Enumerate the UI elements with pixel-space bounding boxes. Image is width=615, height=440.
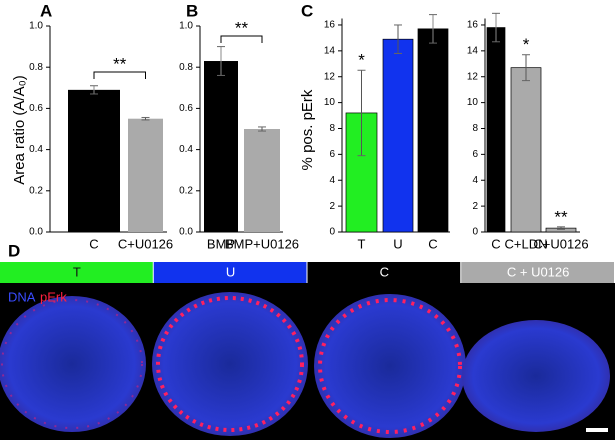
- perk-stain: [156, 296, 304, 432]
- error-bar: [557, 226, 565, 230]
- y-tick-label: 4: [472, 175, 478, 186]
- x-tick-label: C+U0126: [533, 236, 588, 251]
- significance: *: [358, 51, 365, 70]
- error-bar: [258, 126, 266, 132]
- y-tick-label: 2: [329, 201, 335, 212]
- panel-letter: A: [40, 1, 52, 20]
- significance: *: [523, 35, 530, 54]
- significance-bracket: [220, 35, 263, 43]
- y-tick-label: 6: [472, 149, 478, 160]
- bar: [510, 67, 542, 233]
- y-tick-label: 8: [329, 123, 335, 134]
- cell-image: [314, 294, 466, 438]
- y-tick-label: 0: [472, 227, 478, 238]
- y-tick-label: 14: [324, 45, 336, 56]
- error-bar: [394, 24, 402, 54]
- y-tick-label: 10: [467, 97, 479, 108]
- y-tick-label: 0.8: [179, 62, 193, 73]
- stain-label: DNA: [8, 289, 36, 304]
- y-tick-label: 16: [324, 20, 336, 31]
- x-tick-label: U: [393, 236, 402, 251]
- condition-label: C: [380, 264, 389, 279]
- perk-stain: [318, 298, 462, 434]
- y-tick-label: 0.2: [179, 185, 193, 196]
- error-bar: [217, 46, 225, 76]
- y-tick-label: 4: [329, 175, 335, 186]
- significance: **: [235, 18, 249, 37]
- y-tick-label: 0: [329, 227, 335, 238]
- x-tick-label: BMP+U0126: [225, 236, 299, 251]
- y-tick-label: 0.6: [179, 103, 193, 114]
- perk-stain: [1, 299, 143, 429]
- y-tick-label: 0.8: [29, 62, 43, 73]
- cell-image: [152, 292, 308, 436]
- x-tick-label: C+LDN: [505, 236, 548, 251]
- condition-label: T: [73, 264, 81, 279]
- x-tick-label: C: [491, 236, 500, 251]
- condition-bar: [307, 262, 461, 283]
- y-tick-label: 1.0: [29, 21, 43, 32]
- condition-bar: [153, 262, 307, 283]
- y-axis-label: % pos. pErk: [299, 89, 316, 170]
- bar: [68, 89, 120, 232]
- condition-bar: [461, 262, 614, 283]
- x-tick-label: BMP: [207, 236, 235, 251]
- y-tick-label: 0.4: [179, 144, 193, 155]
- significance: **: [554, 207, 568, 226]
- bar: [417, 28, 449, 233]
- condition-label: U: [226, 264, 235, 279]
- error-bar: [90, 85, 98, 95]
- x-tick-label: C: [428, 236, 437, 251]
- bar: [382, 38, 414, 233]
- y-tick-label: 14: [467, 45, 479, 56]
- condition-label: C + U0126: [507, 264, 570, 279]
- error-bar: [141, 116, 150, 121]
- y-tick-label: 2: [472, 201, 478, 212]
- y-tick-label: 0.0: [29, 227, 43, 238]
- y-tick-label: 0.6: [29, 103, 43, 114]
- bar: [244, 129, 280, 232]
- bar: [128, 118, 163, 232]
- x-tick-label: C+U0126: [118, 236, 173, 251]
- y-tick-label: 6: [329, 149, 335, 160]
- error-bar: [429, 14, 437, 44]
- y-tick-label: 12: [467, 71, 479, 82]
- y-axis-label: Area ratio (A/A₀): [11, 75, 28, 185]
- y-tick-label: 1.0: [179, 21, 193, 32]
- x-tick-label: C: [89, 236, 98, 251]
- cell-image: [462, 320, 610, 432]
- cell-image: [0, 296, 146, 432]
- y-tick-label: 0.0: [179, 227, 193, 238]
- condition-bar: [0, 262, 153, 283]
- y-tick-label: 8: [472, 123, 478, 134]
- y-tick-label: 0.4: [29, 144, 43, 155]
- micrographs: [0, 283, 615, 440]
- y-tick-label: 10: [324, 97, 336, 108]
- significance-bracket: [93, 71, 146, 79]
- panel-letter: C: [301, 1, 313, 20]
- bar: [486, 27, 506, 233]
- x-tick-label: T: [358, 236, 366, 251]
- error-bar: [357, 69, 366, 157]
- panel-letter: D: [8, 241, 20, 260]
- significance: **: [113, 54, 127, 73]
- y-tick-label: 0.2: [29, 185, 43, 196]
- error-bar: [522, 54, 530, 82]
- scale-bar: [586, 428, 608, 432]
- y-tick-label: 16: [467, 20, 479, 31]
- stain-label: pErk: [40, 289, 67, 304]
- y-tick-label: 12: [324, 71, 336, 82]
- panel-letter: B: [186, 1, 198, 20]
- error-bar: [492, 12, 500, 43]
- bar: [204, 61, 238, 232]
